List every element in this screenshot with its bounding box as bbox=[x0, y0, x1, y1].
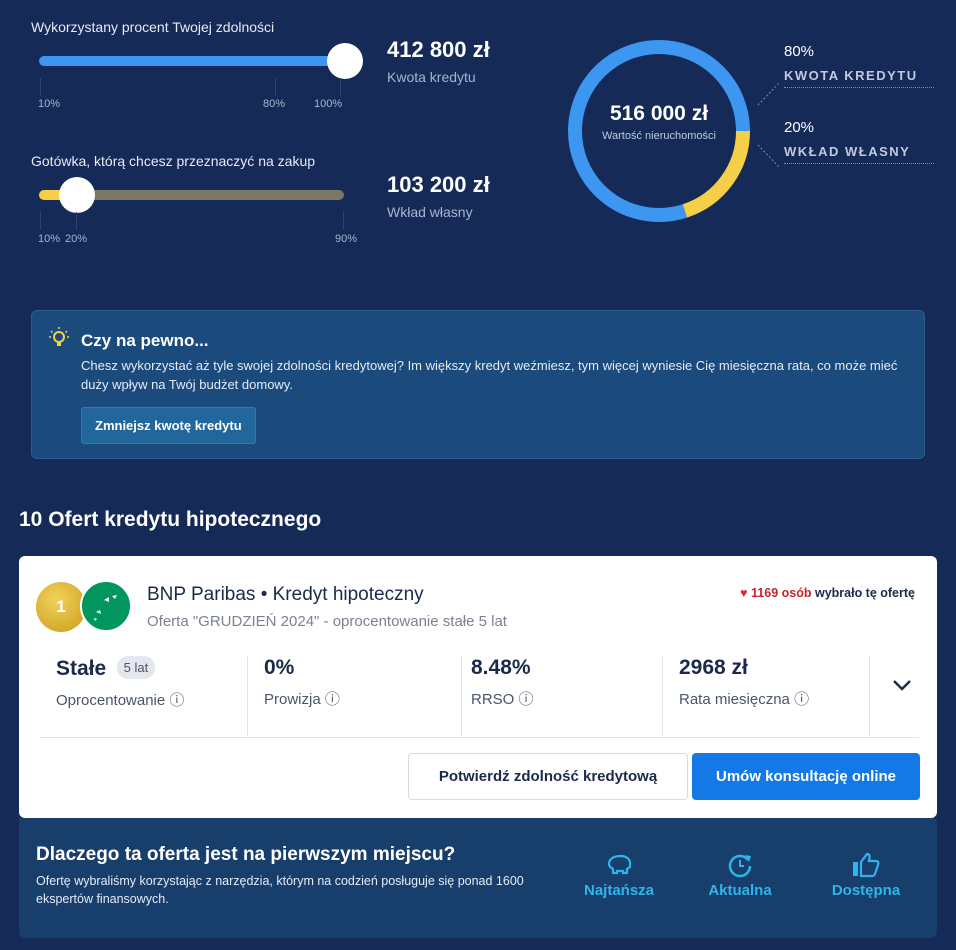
info-icon[interactable]: ⓘ bbox=[169, 692, 185, 709]
legend-own-percent: 20% bbox=[784, 119, 815, 136]
own-contribution-amount: 103 200 zł bbox=[387, 172, 490, 197]
info-icon[interactable]: ⓘ bbox=[324, 691, 340, 708]
own-contribution-label: Wkład własny bbox=[387, 204, 473, 220]
popularity-count: 1169 osób bbox=[751, 586, 812, 600]
tick-label: 20% bbox=[65, 233, 88, 245]
donut-segment-own bbox=[568, 40, 750, 222]
tick bbox=[343, 212, 344, 230]
info-text: Chesz wykorzystać aż tyle swojej zdolnoś… bbox=[81, 358, 898, 392]
stat-value: 2968 zł bbox=[679, 656, 748, 679]
credit-percent-slider-thumb[interactable] bbox=[327, 43, 363, 79]
chevron-down-icon[interactable] bbox=[892, 678, 912, 692]
stat-monthly-payment: 2968 zł Rata miesięczna ⓘ bbox=[663, 656, 870, 736]
stat-interest: Stałe 5 lat Oprocentowanie ⓘ bbox=[39, 656, 248, 736]
slider2-label: Gotówka, którą chcesz przeznaczyć na zak… bbox=[31, 153, 316, 169]
stat-label: Oprocentowanie bbox=[56, 692, 166, 709]
why-text: Ofertę wybraliśmy korzystając z narzędzi… bbox=[36, 874, 524, 906]
why-first-box: Dlaczego ta oferta jest na pierwszym mie… bbox=[19, 818, 937, 938]
stat-label: Prowizja bbox=[264, 691, 321, 708]
legend-connectors bbox=[757, 81, 781, 169]
tick-label: 90% bbox=[335, 233, 358, 245]
offer-card: 1 BNP Paribas • Kredyt hipoteczny Oferta… bbox=[19, 556, 937, 818]
feature-current: Aktualna bbox=[705, 852, 775, 899]
offers-heading: 10 Ofert kredytu hipotecznego bbox=[19, 508, 322, 531]
fixed-period-badge: 5 lat bbox=[116, 656, 156, 679]
reduce-credit-button[interactable]: Zmniejsz kwotę kredytu bbox=[81, 407, 256, 444]
feature-cheapest: Najtańsza bbox=[580, 852, 658, 899]
feature-label: Aktualna bbox=[708, 882, 772, 899]
book-consultation-button[interactable]: Umów konsultację online bbox=[692, 753, 920, 800]
stars-icon bbox=[94, 595, 117, 621]
tick bbox=[275, 78, 276, 96]
piggy-bank-icon bbox=[607, 854, 632, 875]
tick bbox=[340, 78, 341, 96]
feature-label: Dostępna bbox=[831, 882, 901, 899]
property-value-label: Wartość nieruchomości bbox=[602, 130, 716, 142]
offer-title[interactable]: BNP Paribas • Kredyt hipoteczny bbox=[147, 584, 424, 605]
tick-label: 80% bbox=[263, 98, 286, 110]
tick-label: 10% bbox=[38, 233, 61, 245]
tick bbox=[40, 78, 41, 96]
credit-amount: 412 800 zł bbox=[387, 37, 490, 62]
property-value: 516 000 zł bbox=[609, 102, 709, 125]
tick bbox=[76, 212, 77, 230]
slider1-label: Wykorzystany procent Twojej zdolności bbox=[31, 19, 275, 35]
feature-label: Najtańsza bbox=[583, 882, 655, 899]
divider bbox=[39, 737, 919, 738]
stat-rrso: 8.48% RRSO ⓘ bbox=[462, 656, 663, 736]
stat-value: 0% bbox=[264, 656, 295, 679]
warning-info-box: Czy na pewno... Chesz wykorzystać aż tyl… bbox=[31, 310, 925, 459]
info-title: Czy na pewno... bbox=[81, 331, 209, 350]
legend-own-label: WKŁAD WŁASNY bbox=[784, 144, 934, 164]
cash-slider-track[interactable] bbox=[39, 190, 344, 200]
tick-label: 100% bbox=[314, 98, 343, 110]
legend-credit-percent: 80% bbox=[784, 43, 815, 60]
offer-subtitle: Oferta "GRUDZIEŃ 2024" - oprocentowanie … bbox=[147, 613, 507, 630]
confirm-creditworthiness-button[interactable]: Potwierdź zdolność kredytową bbox=[408, 753, 688, 800]
stat-label: RRSO bbox=[471, 691, 515, 708]
thumbs-up-icon bbox=[853, 852, 880, 878]
heart-icon: ♥ bbox=[740, 586, 748, 600]
rank-medal: 1 bbox=[36, 582, 86, 632]
stat-commission: 0% Prowizja ⓘ bbox=[248, 656, 462, 736]
credit-amount-label: Kwota kredytu bbox=[387, 69, 476, 85]
cash-slider-thumb[interactable] bbox=[59, 177, 95, 213]
feature-available: Dostępna bbox=[826, 852, 906, 899]
popularity: ♥ 1169 osób wybrało tę ofertę bbox=[740, 586, 915, 600]
tick-label: 10% bbox=[38, 98, 61, 110]
tick bbox=[40, 212, 41, 230]
popularity-text: wybrało tę ofertę bbox=[814, 586, 915, 600]
info-icon[interactable]: ⓘ bbox=[794, 691, 810, 708]
bnp-paribas-logo bbox=[80, 580, 132, 632]
lightbulb-icon bbox=[49, 327, 69, 346]
info-icon[interactable]: ⓘ bbox=[518, 691, 534, 708]
clock-refresh-icon bbox=[728, 854, 752, 878]
credit-percent-slider-track[interactable] bbox=[39, 56, 344, 66]
property-value-donut bbox=[568, 40, 750, 222]
stat-value: 8.48% bbox=[471, 656, 531, 679]
legend-credit-label: KWOTA KREDYTU bbox=[784, 68, 934, 88]
stat-value: Stałe bbox=[56, 657, 107, 680]
why-title: Dlaczego ta oferta jest na pierwszym mie… bbox=[36, 844, 456, 865]
stat-label: Rata miesięczna bbox=[679, 691, 790, 708]
